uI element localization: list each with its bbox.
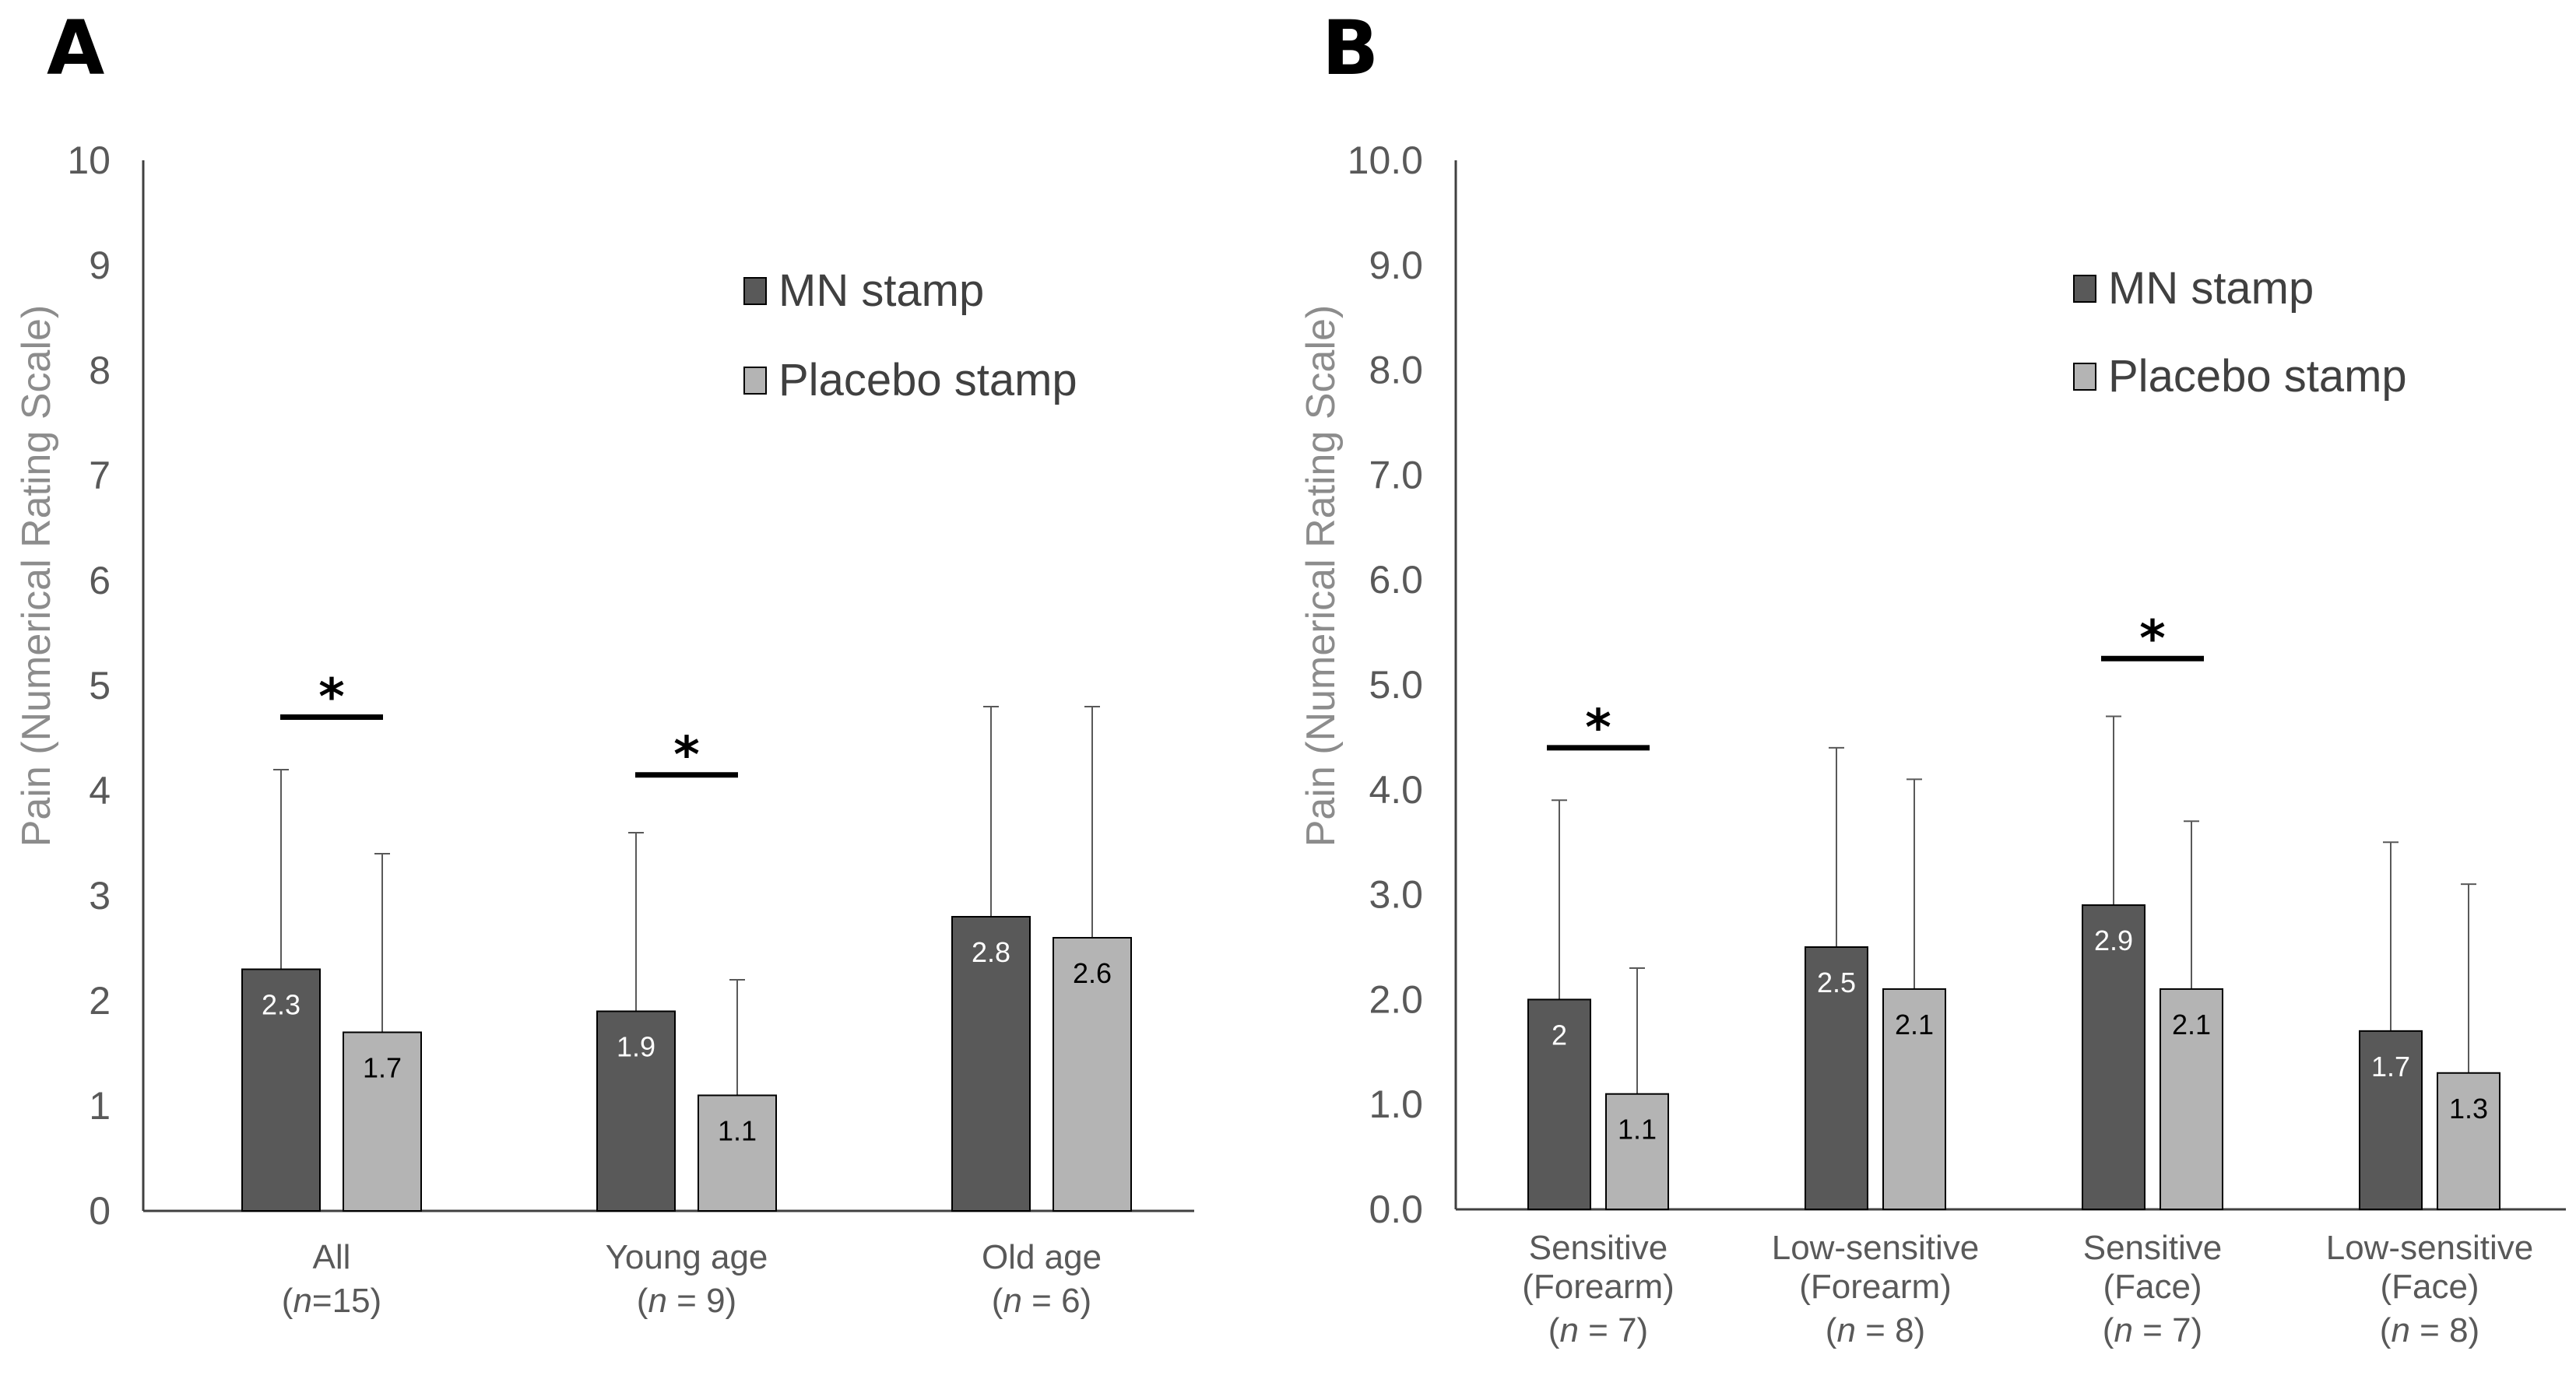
panel-b-significance-star: * xyxy=(1585,700,1611,757)
panel-a-mn-data-label: 2.8 xyxy=(972,936,1010,968)
panel-b-y-tick-label: 4.0 xyxy=(1369,768,1423,812)
panel-b-placebo-data-label: 1.3 xyxy=(2449,1093,2488,1125)
panel-a-category-label: Young age xyxy=(606,1238,768,1276)
panel-b-y-tick-label: 10.0 xyxy=(1348,139,1423,182)
panel-a-y-tick-label: 8 xyxy=(89,349,111,392)
panel-a-significance: ** xyxy=(280,669,738,784)
panel-a-y-tick-label: 4 xyxy=(89,769,111,812)
panel-b-mn-bar xyxy=(2359,1030,2423,1210)
panel-a-legend-placebo-label: Placebo stamp xyxy=(778,355,1077,405)
panel-b-legend-mn-swatch xyxy=(2073,275,2096,303)
panel-b-category-n-label: (n = 8) xyxy=(1826,1311,1925,1349)
panel-a-category-n-label: (n = 9) xyxy=(637,1282,736,1320)
panel-b-category-label: Low-sensitive xyxy=(2326,1229,2534,1267)
panel-b-significance: ** xyxy=(1547,610,2204,757)
panel-b-placebo-bar xyxy=(2437,1072,2500,1211)
panel-a-y-tick-label: 1 xyxy=(89,1084,111,1128)
panel-a-categories: All (n=15) Young age (n = 9) Old age (n = 6) xyxy=(282,1238,1102,1320)
panel-a-placebo-bar xyxy=(343,1031,422,1212)
panel-a-mn-data-label: 2.3 xyxy=(262,989,300,1021)
panel-b-placebo-bar xyxy=(2160,988,2223,1211)
panel-a-y-ticks: 0 1 2 3 4 5 6 7 8 9 10 xyxy=(67,139,111,1233)
panel-b-category-n-label: (n = 7) xyxy=(2103,1311,2202,1349)
panel-b-category-label: Sensitive xyxy=(2083,1229,2223,1267)
panel-a-y-tick-label: 10 xyxy=(67,139,111,182)
panel-a-mn-bar xyxy=(951,916,1031,1212)
panel-b-y-tick-label: 8.0 xyxy=(1369,349,1423,392)
panel-a-label: A xyxy=(47,5,104,92)
panel-a-placebo-data-label: 1.1 xyxy=(718,1115,757,1147)
panel-b-category-label: (Face) xyxy=(2380,1268,2479,1306)
panel-b-category-label: (Forearm) xyxy=(1522,1268,1675,1306)
panel-a-category-n-label: (n=15) xyxy=(282,1282,381,1320)
panel-b-label: B xyxy=(1322,5,1379,92)
panel-b-y-ticks: 0.0 1.0 2.0 3.0 4.0 5.0 6.0 7.0 8.0 9.0 10.0 xyxy=(1348,139,1423,1231)
panel-a-placebo-bar xyxy=(698,1094,777,1212)
panel-b-y-tick-label: 5.0 xyxy=(1369,663,1423,707)
panel-b-legend-placebo-label: Placebo stamp xyxy=(2108,351,2407,402)
panel-b-placebo-bar xyxy=(1605,1093,1669,1210)
panel-b-mn-data-label: 2 xyxy=(1552,1019,1567,1051)
panel-a: A Pain (Numerical Rating Scale) 0 1 2 3 4 5 6 7… xyxy=(14,5,1194,1320)
panel-a-bars: 2.3 1.7 1.9 1.1 2.8 2.6 xyxy=(142,160,1194,1212)
panel-b-bars: 2 1.1 2.5 2.1 2.9 2.1 1.7 1.3 xyxy=(1454,160,2566,1211)
panel-b-category-label: (Forearm) xyxy=(1799,1268,1952,1306)
panel-b-y-tick-label: 0.0 xyxy=(1369,1188,1423,1231)
panel-a-significance-star: * xyxy=(673,727,699,784)
panel-a-y-tick-label: 7 xyxy=(89,454,111,497)
panel-b-legend: MN stamp Placebo stamp xyxy=(2073,263,2407,402)
panel-a-legend-mn-swatch xyxy=(743,277,767,305)
panel-b-y-tick-label: 9.0 xyxy=(1369,244,1423,287)
panel-b-y-tick-label: 2.0 xyxy=(1369,977,1423,1021)
panel-a-y-tick-label: 9 xyxy=(89,244,111,287)
panel-a-mn-bar xyxy=(596,1010,676,1212)
panel-a-mn-data-label: 1.9 xyxy=(617,1031,655,1063)
panel-a-y-tick-label: 0 xyxy=(89,1189,111,1233)
panel-a-significance-star: * xyxy=(318,669,344,727)
panel-b-y-tick-label: 7.0 xyxy=(1369,453,1423,497)
panel-b-category-n-label: (n = 7) xyxy=(1548,1311,1648,1349)
panel-a-placebo-bar xyxy=(1053,937,1132,1212)
panel-b-legend-mn-label: MN stamp xyxy=(2108,263,2314,314)
panel-b-y-tick-label: 6.0 xyxy=(1369,558,1423,602)
panel-a-y-tick-label: 5 xyxy=(89,664,111,707)
panel-a-y-tick-label: 6 xyxy=(89,559,111,602)
panel-b-mn-bar xyxy=(1805,946,1868,1210)
panel-a-mn-bar xyxy=(241,968,321,1212)
panel-a-placebo-data-label: 1.7 xyxy=(363,1052,402,1084)
panel-b-mn-data-label: 2.9 xyxy=(2094,925,2133,956)
panel-a-category-label: All xyxy=(313,1238,351,1276)
panel-b-mn-bar xyxy=(1527,998,1591,1211)
panel-b-placebo-data-label: 2.1 xyxy=(1895,1009,1934,1040)
panel-a-category-label: Old age xyxy=(982,1238,1102,1276)
panel-a-placebo-data-label: 2.6 xyxy=(1073,957,1112,989)
panel-b-significance-star: * xyxy=(2139,610,2165,668)
panel-a-legend-placebo-swatch xyxy=(743,367,767,395)
panel-b-y-tick-label: 3.0 xyxy=(1369,873,1423,917)
panel-a-legend: MN stamp Placebo stamp xyxy=(743,265,1077,405)
panel-b: B Pain (Numerical Rating Scale) 0.0 1.0 2.… xyxy=(1299,5,2566,1349)
panel-b-categories: Sensitive(Forearm)(n = 7)Low-sensitive(F… xyxy=(1522,1229,2533,1349)
panel-b-category-label: Sensitive xyxy=(1529,1229,1668,1267)
panel-b-y-tick-label: 1.0 xyxy=(1369,1082,1423,1126)
panel-b-mn-data-label: 1.7 xyxy=(2371,1051,2410,1082)
panel-b-legend-placebo-swatch xyxy=(2073,363,2096,391)
panel-b-y-axis-title: Pain (Numerical Rating Scale) xyxy=(1299,305,1344,847)
panel-a-y-axis-title: Pain (Numerical Rating Scale) xyxy=(14,305,59,847)
panel-a-y-tick-label: 3 xyxy=(89,874,111,918)
panel-b-category-label: Low-sensitive xyxy=(1772,1229,1980,1267)
panel-b-placebo-bar xyxy=(1882,988,1946,1211)
panel-a-legend-mn-label: MN stamp xyxy=(778,265,984,316)
panel-a-category-n-label: (n = 6) xyxy=(992,1282,1091,1320)
panel-b-category-n-label: (n = 8) xyxy=(2380,1311,2479,1349)
panel-b-mn-data-label: 2.5 xyxy=(1817,967,1856,998)
panel-b-mn-bar xyxy=(2082,904,2145,1210)
panel-b-placebo-data-label: 1.1 xyxy=(1618,1114,1657,1146)
panel-b-placebo-data-label: 2.1 xyxy=(2172,1009,2211,1040)
panel-a-y-tick-label: 2 xyxy=(89,979,111,1023)
panel-b-category-label: (Face) xyxy=(2103,1268,2202,1306)
